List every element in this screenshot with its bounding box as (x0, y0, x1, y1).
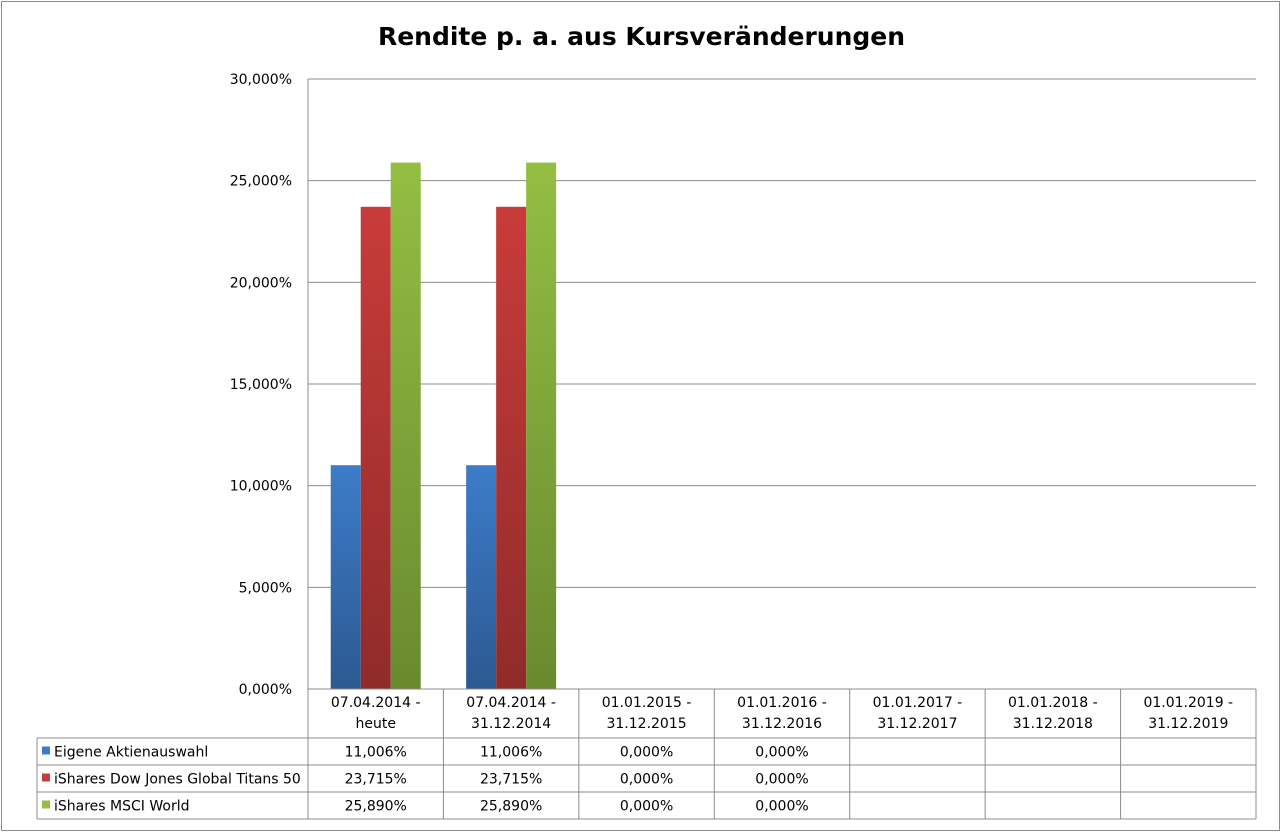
data-label: 0,000% (620, 745, 673, 761)
bar (330, 465, 361, 689)
x-tick-label: 31.12.2016 (742, 716, 822, 732)
bar (496, 206, 527, 690)
legend-label: iShares MSCI World (54, 799, 189, 815)
data-label: 25,890% (480, 799, 542, 815)
data-label: 0,000% (755, 799, 808, 815)
x-tick-label: 31.12.2017 (877, 716, 957, 732)
x-tick-label: 01.01.2019 - (1143, 695, 1233, 711)
y-tick-label: 0,000% (239, 682, 292, 698)
legend-label: Eigene Aktienauswahl (54, 745, 208, 761)
data-label: 25,890% (345, 799, 407, 815)
bar (466, 465, 497, 689)
x-tick-label: 31.12.2019 (1148, 716, 1228, 732)
data-label: 0,000% (620, 799, 673, 815)
y-tick-label: 15,000% (230, 377, 292, 393)
x-tick-label: 31.12.2018 (1013, 716, 1093, 732)
chart-title: Rendite p. a. aus Kursveränderungen (377, 22, 906, 51)
data-label: 11,006% (345, 745, 407, 761)
data-label: 0,000% (755, 745, 808, 761)
x-tick-label: 01.01.2015 - (602, 695, 692, 711)
bar (390, 162, 421, 689)
x-tick-label: 01.01.2018 - (1008, 695, 1098, 711)
y-tick-label: 5,000% (239, 580, 292, 596)
legend-key (42, 773, 50, 782)
x-tick-label: 31.12.2015 (606, 716, 686, 732)
x-tick-label: 01.01.2017 - (873, 695, 963, 711)
bar (360, 206, 391, 690)
data-label: 0,000% (755, 772, 808, 788)
x-tick-label: heute (355, 716, 395, 732)
legend-label: iShares Dow Jones Global Titans 50 (54, 772, 301, 788)
data-label: 11,006% (480, 745, 542, 761)
x-tick-label: 31.12.2014 (471, 716, 551, 732)
x-tick-label: 01.01.2016 - (737, 695, 827, 711)
y-tick-label: 20,000% (230, 275, 292, 291)
data-label: 23,715% (480, 772, 542, 788)
data-label: 23,715% (345, 772, 407, 788)
y-tick-label: 10,000% (230, 479, 292, 495)
bar (526, 162, 557, 689)
legend-key (42, 800, 50, 809)
x-tick-label: 07.04.2014 - (466, 695, 556, 711)
y-tick-label: 25,000% (230, 174, 292, 190)
x-tick-label: 07.04.2014 - (331, 695, 421, 711)
data-label: 0,000% (620, 772, 673, 788)
y-tick-label: 30,000% (230, 72, 292, 88)
legend-key (42, 746, 50, 755)
